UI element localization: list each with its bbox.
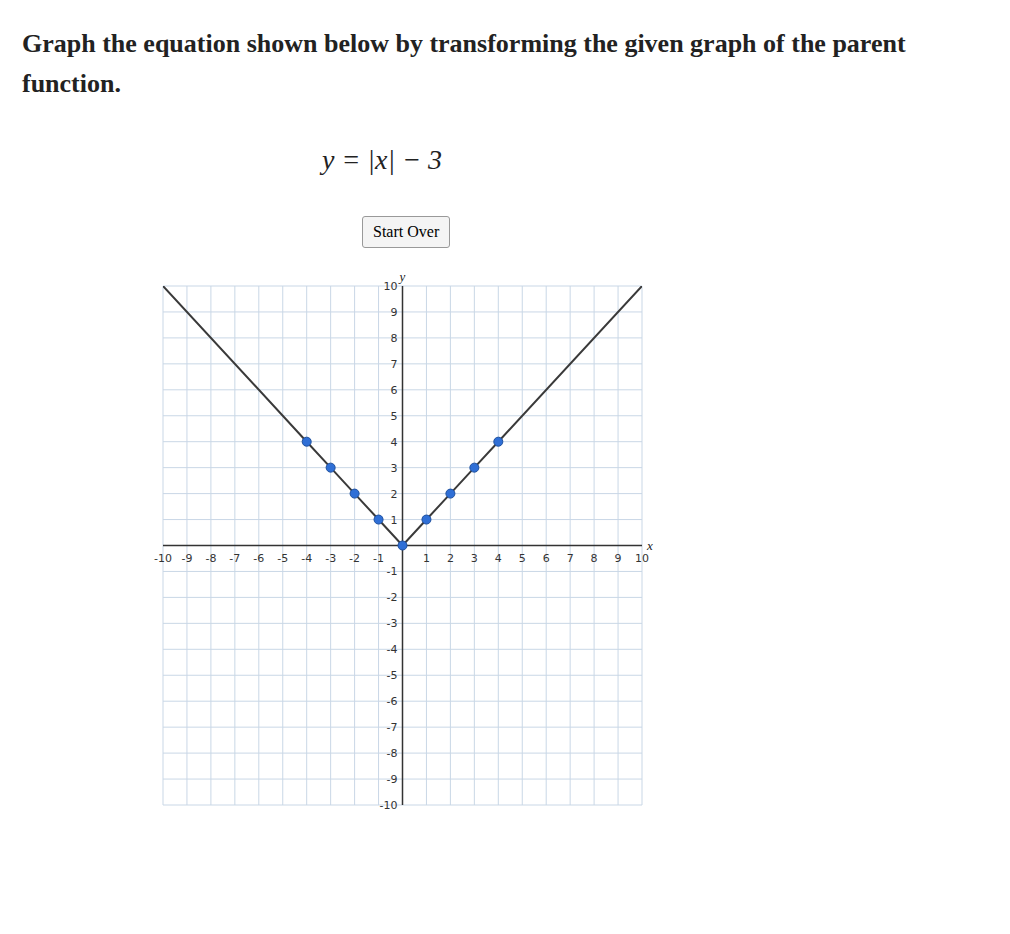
- svg-text:-9: -9: [387, 773, 398, 786]
- svg-text:y: y: [398, 269, 406, 284]
- svg-text:-8: -8: [387, 747, 398, 760]
- svg-text:4: 4: [391, 436, 398, 449]
- svg-text:x: x: [646, 538, 653, 553]
- svg-text:8: 8: [391, 332, 398, 345]
- svg-text:-3: -3: [325, 552, 336, 565]
- svg-text:-4: -4: [387, 643, 398, 656]
- svg-text:-7: -7: [387, 721, 398, 734]
- svg-text:6: 6: [391, 384, 398, 397]
- svg-text:-4: -4: [301, 552, 312, 565]
- svg-text:2: 2: [447, 552, 454, 565]
- svg-text:-9: -9: [181, 552, 192, 565]
- svg-text:-8: -8: [205, 552, 216, 565]
- svg-text:7: 7: [391, 358, 398, 371]
- svg-text:-6: -6: [387, 695, 398, 708]
- svg-text:-3: -3: [387, 617, 398, 630]
- svg-text:7: 7: [567, 552, 574, 565]
- svg-text:5: 5: [391, 410, 398, 423]
- svg-text:6: 6: [543, 552, 550, 565]
- svg-text:10: 10: [384, 280, 398, 293]
- html-text:Graph the equation shown below: Graph the equation shown below by transf…: [22, 29, 906, 98]
- svg-text:-10: -10: [380, 799, 398, 812]
- html-text:Start Over: Start Over: [373, 223, 440, 240]
- svg-text:9: 9: [615, 552, 622, 565]
- svg-text:5: 5: [519, 552, 526, 565]
- svg-text:-1: -1: [373, 552, 384, 565]
- svg-text:10: 10: [635, 552, 649, 565]
- svg-text:3: 3: [391, 462, 398, 475]
- svg-text:-10: -10: [154, 552, 172, 565]
- svg-text:4: 4: [495, 552, 502, 565]
- svg-text:1: 1: [423, 552, 430, 565]
- svg-text:-1: -1: [387, 565, 398, 578]
- svg-text:8: 8: [591, 552, 598, 565]
- svg-text:-5: -5: [387, 669, 398, 682]
- svg-text:-7: -7: [229, 552, 240, 565]
- svg-text:-5: -5: [277, 552, 288, 565]
- svg-text:2: 2: [391, 488, 398, 501]
- svg-text:3: 3: [471, 552, 478, 565]
- html-text:y = |x| − 3: y = |x| − 3: [322, 144, 442, 175]
- svg-text:-6: -6: [253, 552, 264, 565]
- svg-text:-2: -2: [349, 552, 360, 565]
- svg-text:9: 9: [391, 306, 398, 319]
- svg-text:-2: -2: [387, 591, 398, 604]
- svg-text:1: 1: [391, 514, 398, 527]
